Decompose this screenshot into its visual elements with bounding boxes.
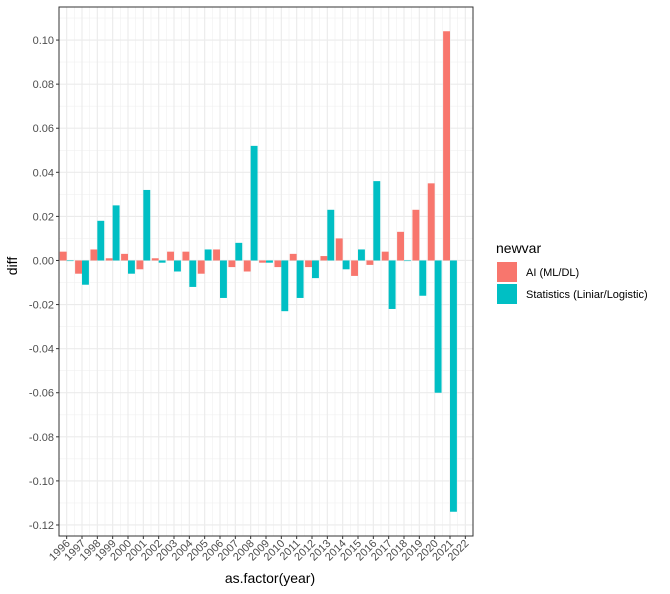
bar-statistics-2012 bbox=[312, 260, 319, 279]
legend: newvar AI (ML/DL) Statistics (Liniar/Logi… bbox=[496, 240, 648, 304]
bar-ai-2002 bbox=[151, 258, 159, 261]
legend-key-statistics bbox=[497, 284, 517, 304]
bar-ai-2007 bbox=[228, 260, 236, 268]
y-tick-label: 0.08 bbox=[33, 79, 54, 91]
bar-statistics-2007 bbox=[235, 242, 243, 261]
bar-statistics-2010 bbox=[281, 260, 289, 312]
bar-ai-2001 bbox=[136, 260, 144, 270]
legend-label-statistics: Statistics (Liniar/Logistic) bbox=[526, 289, 648, 301]
y-tick-label: 0.06 bbox=[33, 123, 54, 135]
y-tick-label: 0.10 bbox=[33, 35, 54, 47]
x-axis-title: as.factor(year) bbox=[225, 570, 315, 586]
bar-ai-1997 bbox=[75, 260, 82, 274]
legend-label-ai: AI (ML/DL) bbox=[526, 267, 579, 279]
bar-ai-2011 bbox=[289, 253, 297, 261]
y-tick-label: -0.04 bbox=[29, 344, 54, 356]
bar-statistics-2020 bbox=[434, 260, 442, 393]
bar-statistics-2021 bbox=[450, 260, 457, 512]
bar-ai-2003 bbox=[167, 251, 174, 261]
bar-ai-2015 bbox=[351, 260, 358, 276]
bar-ai-1999 bbox=[105, 258, 113, 261]
bar-statistics-2004 bbox=[189, 260, 197, 287]
plot-panel bbox=[58, 6, 474, 537]
bar-statistics-2018 bbox=[404, 260, 411, 262]
bar-statistics-1999 bbox=[112, 205, 120, 261]
y-tick-label: 0.02 bbox=[33, 211, 54, 223]
bar-ai-2014 bbox=[335, 238, 343, 261]
legend-title: newvar bbox=[496, 240, 541, 256]
bar-ai-2018 bbox=[397, 231, 404, 261]
bar-statistics-1996 bbox=[66, 260, 74, 262]
bar-ai-2019 bbox=[412, 209, 420, 261]
y-axis-title: diff bbox=[4, 257, 20, 276]
y-tick-label: 0.04 bbox=[33, 167, 54, 179]
y-tick-label: -0.12 bbox=[29, 520, 54, 532]
bar-statistics-2015 bbox=[358, 249, 365, 261]
bar-statistics-2016 bbox=[373, 181, 381, 261]
bar-ai-2016 bbox=[366, 260, 374, 265]
bar-ai-2013 bbox=[320, 256, 328, 261]
bar-ai-2020 bbox=[427, 183, 435, 261]
bar-statistics-2003 bbox=[174, 260, 181, 272]
bar-statistics-2008 bbox=[250, 145, 258, 261]
bar-statistics-2013 bbox=[327, 209, 335, 261]
bar-statistics-2014 bbox=[342, 260, 350, 270]
bar-ai-2000 bbox=[121, 253, 128, 261]
y-axis: 0.10 0.08 0.06 0.04 0.02 0.00 -0.02 -0.04 -0.06 -… bbox=[29, 35, 59, 532]
y-tick-label: -0.06 bbox=[29, 388, 54, 400]
bar-ai-2004 bbox=[182, 251, 190, 261]
bar-ai-2010 bbox=[274, 260, 282, 268]
bar-statistics-2011 bbox=[296, 260, 304, 298]
y-tick-label: -0.02 bbox=[29, 300, 54, 312]
bar-ai-2006 bbox=[213, 249, 220, 261]
bar-ai-1996 bbox=[59, 251, 67, 261]
bar-statistics-1997 bbox=[82, 260, 89, 285]
bar-ai-2012 bbox=[305, 260, 312, 268]
bar-statistics-2006 bbox=[220, 260, 227, 298]
bar-statistics-2002 bbox=[158, 260, 166, 263]
bar-ai-2009 bbox=[259, 260, 266, 263]
bar-statistics-2017 bbox=[388, 260, 396, 309]
legend-key-ai bbox=[497, 262, 517, 282]
bar-ai-1998 bbox=[90, 249, 98, 261]
bar-statistics-1998 bbox=[97, 220, 105, 261]
bar-statistics-2009 bbox=[266, 260, 273, 263]
bar-ai-2008 bbox=[243, 260, 251, 272]
bar-statistics-2000 bbox=[128, 260, 135, 274]
bar-statistics-2005 bbox=[204, 249, 212, 261]
y-tick-label: -0.10 bbox=[29, 476, 54, 488]
bar-statistics-2001 bbox=[143, 189, 151, 261]
bar-statistics-2019 bbox=[419, 260, 427, 296]
bar-ai-2021 bbox=[443, 31, 450, 261]
bar-ai-2017 bbox=[381, 251, 389, 261]
y-tick-label: -0.08 bbox=[29, 432, 54, 444]
y-tick-label: 0.00 bbox=[33, 255, 54, 267]
bar-ai-2005 bbox=[197, 260, 205, 274]
